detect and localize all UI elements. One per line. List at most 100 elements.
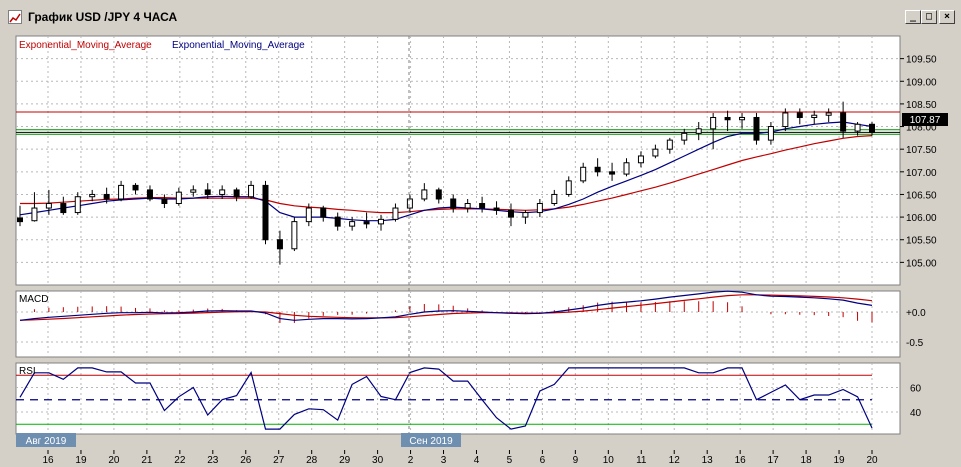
price-grid bbox=[16, 36, 900, 285]
current-price-box bbox=[902, 113, 948, 126]
candle-body bbox=[825, 112, 832, 116]
candle-body bbox=[450, 198, 457, 209]
rsi-axis: 60 40 bbox=[910, 383, 922, 418]
candle-body bbox=[291, 221, 298, 250]
candle-body bbox=[796, 112, 803, 118]
rsi-panel bbox=[15, 362, 901, 435]
minimize-button[interactable]: _ bbox=[905, 10, 921, 24]
rsi-line bbox=[19, 367, 873, 430]
candle-body bbox=[753, 116, 760, 141]
candle-body bbox=[435, 189, 442, 200]
candle-body bbox=[103, 193, 110, 200]
day-labels: 16 19 20 21 22 23 26 27 28 29 30 2 3 4 5 6 9 10 11 12 13 16 17… bbox=[42, 450, 878, 466]
candle-body bbox=[248, 184, 255, 198]
candle-body bbox=[17, 217, 23, 223]
day-label: 27 bbox=[273, 455, 285, 466]
macd-line bbox=[19, 290, 873, 321]
day-label: 19 bbox=[833, 455, 845, 466]
day-label: 28 bbox=[306, 455, 318, 466]
day-label: 17 bbox=[768, 455, 780, 466]
maximize-button[interactable]: □ bbox=[921, 10, 937, 24]
candle-body bbox=[349, 221, 356, 227]
candle-body bbox=[204, 189, 211, 195]
candle-body bbox=[45, 203, 52, 209]
candle-body bbox=[392, 207, 399, 220]
day-label: 20 bbox=[866, 455, 878, 466]
day-label: 10 bbox=[603, 455, 615, 466]
maximize-icon: □ bbox=[925, 11, 933, 22]
close-button[interactable]: × bbox=[939, 10, 955, 24]
candle-body bbox=[609, 171, 616, 175]
month-label-box bbox=[401, 433, 461, 447]
macd-axis: +0.0 -0.5 bbox=[906, 308, 926, 349]
candle-body bbox=[146, 189, 153, 200]
legend-ema-red: Exponential_Moving_Average bbox=[19, 40, 152, 51]
legend-ema-blue: Exponential_Moving_Average bbox=[172, 40, 305, 51]
day-label: 21 bbox=[141, 455, 153, 466]
candle-body bbox=[89, 193, 96, 198]
candle-body bbox=[132, 184, 139, 191]
candle-body bbox=[840, 112, 847, 132]
candle-body bbox=[652, 148, 659, 157]
current-price-label: 107.87 bbox=[910, 115, 941, 126]
candle-body bbox=[421, 189, 428, 200]
day-label: 11 bbox=[636, 455, 647, 466]
candle-body bbox=[305, 207, 312, 223]
candle-body bbox=[493, 207, 500, 211]
candle-body bbox=[334, 216, 341, 227]
day-label: 26 bbox=[240, 455, 252, 466]
price-tick-label: 107.50 bbox=[906, 145, 937, 156]
candle-body bbox=[378, 218, 385, 225]
candle-body bbox=[637, 155, 644, 164]
candle-body bbox=[739, 116, 746, 121]
day-label: 2 bbox=[408, 455, 414, 466]
price-tick-label: 106.50 bbox=[906, 190, 937, 201]
candle-body bbox=[666, 139, 673, 150]
price-tick-label: 108.50 bbox=[906, 100, 937, 111]
price-tick-label: 105.50 bbox=[906, 236, 937, 247]
candles bbox=[17, 101, 875, 265]
candle-body bbox=[31, 207, 38, 222]
macd-tick-label: -0.5 bbox=[906, 338, 924, 349]
day-label: 12 bbox=[669, 455, 681, 466]
day-label: 23 bbox=[207, 455, 219, 466]
candle-body bbox=[695, 128, 702, 134]
candle-body bbox=[161, 198, 168, 205]
day-label: 18 bbox=[801, 455, 813, 466]
rsi-lines bbox=[19, 367, 873, 430]
candle-body bbox=[118, 184, 125, 200]
macd-tick-label: +0.0 bbox=[906, 308, 926, 319]
price-tick-label: 109.00 bbox=[906, 77, 937, 88]
candle-body bbox=[536, 203, 543, 214]
candle-body bbox=[507, 209, 514, 218]
candle-body bbox=[551, 193, 558, 205]
candle-body bbox=[60, 203, 67, 214]
candle-body bbox=[320, 207, 327, 218]
title-bar[interactable]: График USD /JPY 4 ЧАСА _ □ × bbox=[2, 2, 959, 30]
day-label: 16 bbox=[735, 455, 747, 466]
day-label: 19 bbox=[75, 455, 87, 466]
rsi-tick-label: 40 bbox=[910, 408, 922, 419]
day-label: 30 bbox=[372, 455, 384, 466]
candle-body bbox=[406, 198, 413, 209]
price-tick-label: 105.00 bbox=[906, 258, 937, 269]
day-label: 16 bbox=[42, 455, 54, 466]
price-tick-label: 109.50 bbox=[906, 55, 937, 66]
rsi-grid bbox=[16, 363, 900, 434]
price-panel bbox=[15, 35, 901, 286]
window-title: График USD /JPY 4 ЧАСА bbox=[28, 10, 178, 24]
horizontal-levels bbox=[16, 111, 900, 135]
macd-panel bbox=[15, 290, 901, 358]
candle-body bbox=[175, 191, 182, 205]
price-chart[interactable]: Exponential_Moving_Average Exponential_M… bbox=[0, 30, 961, 467]
macd-lines bbox=[19, 290, 873, 321]
macd-grid bbox=[16, 291, 900, 357]
candle-body bbox=[811, 114, 818, 118]
candle-body bbox=[580, 166, 587, 182]
candle-body bbox=[681, 132, 688, 141]
day-label: 22 bbox=[174, 455, 186, 466]
candle-body bbox=[219, 189, 226, 195]
candle-body bbox=[74, 196, 81, 214]
day-label: 13 bbox=[702, 455, 714, 466]
